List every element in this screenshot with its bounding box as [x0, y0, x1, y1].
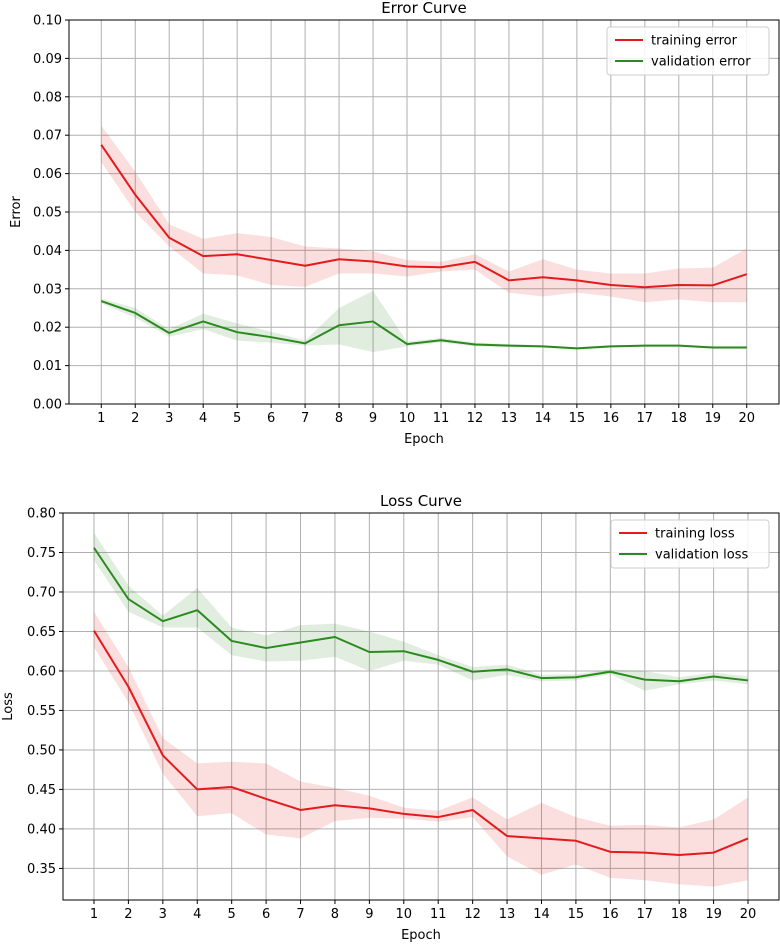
legend-label: validation error	[651, 55, 751, 70]
y-tick-label: 0.08	[33, 90, 62, 105]
x-tick-label: 6	[262, 907, 270, 922]
x-tick-label: 16	[603, 411, 620, 426]
legend-box	[606, 26, 770, 76]
x-tick-label: 10	[399, 411, 416, 426]
x-axis-label: Epoch	[404, 432, 444, 447]
plot-frame	[62, 512, 780, 901]
x-tick-label: 13	[499, 907, 516, 922]
x-tick-label: 1	[90, 907, 98, 922]
x-tick-label: 7	[301, 411, 309, 426]
legend-box	[610, 519, 770, 569]
legend: training error validation error	[606, 26, 770, 76]
x-tick-label: 9	[369, 411, 377, 426]
y-tick-label: 0.70	[27, 585, 56, 600]
y-tick-label: 0.01	[33, 359, 62, 374]
y-tick-label: 0.06	[33, 167, 62, 182]
x-tick-label: 10	[396, 907, 413, 922]
y-tick-label: 0.75	[27, 546, 56, 561]
x-tick-label: 8	[335, 411, 343, 426]
x-tick-label: 20	[738, 411, 755, 426]
chart-title: Error Curve	[381, 0, 467, 17]
series-line-validation-loss	[93, 547, 749, 683]
x-tick-label: 11	[433, 411, 450, 426]
y-tick-label: 0.50	[27, 743, 56, 758]
x-axis-label: Epoch	[401, 928, 441, 943]
legend-label: training loss	[655, 527, 735, 542]
y-tick-label: 0.80	[27, 507, 56, 522]
x-tick-label: 17	[637, 411, 654, 426]
x-tick-label: 5	[233, 411, 241, 426]
chart-1: 1 2 3 4 5 6 7 8 9 10 11 12 13 14 15 16 17 18 19 200.000.010…	[9, 0, 780, 447]
series-line-validation-error	[100, 300, 747, 350]
y-tick-label: 0.10	[33, 14, 62, 29]
x-tick-label: 18	[671, 411, 688, 426]
x-tick-label: 11	[430, 907, 447, 922]
x-tick-label: 16	[602, 907, 619, 922]
x-tick-label: 14	[533, 907, 550, 922]
legend-label: training error	[651, 34, 738, 49]
x-tick-label: 15	[568, 907, 585, 922]
legend: training loss validation loss	[610, 519, 770, 569]
y-tick-label: 0.02	[33, 321, 62, 336]
x-tick-label: 12	[464, 907, 481, 922]
y-tick-label: 0.40	[27, 822, 56, 837]
x-tick-label: 3	[165, 411, 173, 426]
x-tick-label: 1	[97, 411, 105, 426]
x-tick-label: 18	[671, 907, 688, 922]
y-tick-label: 0.55	[27, 704, 56, 719]
x-tick-label: 20	[740, 907, 757, 922]
x-tick-label: 14	[535, 411, 552, 426]
x-tick-label: 4	[193, 907, 201, 922]
y-axis-label: Error	[9, 196, 24, 228]
x-tick-label: 8	[331, 907, 339, 922]
x-tick-label: 19	[705, 907, 722, 922]
y-tick-label: 0.07	[33, 129, 62, 144]
x-tick-label: 17	[636, 907, 653, 922]
chart-2: 1 2 3 4 5 6 7 8 9 10 11 12 13 14 15 16 17 18 19 200.350.400…	[1, 492, 780, 943]
x-tick-label: 19	[704, 411, 721, 426]
y-tick-label: 0.60	[27, 664, 56, 679]
confidence-band-validation-loss	[93, 532, 749, 691]
confidence-band-training-error	[101, 125, 747, 303]
y-tick-label: 0.03	[33, 282, 62, 297]
x-tick-label: 6	[267, 411, 275, 426]
x-tick-label: 7	[296, 907, 304, 922]
y-tick-label: 0.00	[33, 398, 62, 413]
x-tick-label: 9	[365, 907, 373, 922]
chart-title: Loss Curve	[380, 492, 462, 510]
x-tick-label: 5	[228, 907, 236, 922]
x-tick-label: 2	[131, 411, 139, 426]
y-tick-label: 0.35	[27, 862, 56, 877]
series-line-training-error	[100, 144, 748, 289]
x-tick-label: 3	[159, 907, 167, 922]
confidence-band-training-loss	[93, 611, 749, 887]
x-tick-label: 2	[124, 907, 132, 922]
x-tick-label: 12	[467, 411, 484, 426]
x-tick-label: 15	[569, 411, 586, 426]
y-tick-label: 0.45	[27, 783, 56, 798]
series-line-training-loss	[93, 630, 749, 856]
y-tick-label: 0.04	[33, 244, 62, 259]
y-tick-label: 0.09	[33, 52, 62, 67]
x-tick-label: 13	[501, 411, 518, 426]
x-tick-label: 4	[199, 411, 207, 426]
legend-label: validation loss	[655, 548, 748, 563]
y-tick-label: 0.05	[33, 206, 62, 221]
y-axis-label: Loss	[1, 692, 16, 721]
y-tick-label: 0.65	[27, 625, 56, 640]
